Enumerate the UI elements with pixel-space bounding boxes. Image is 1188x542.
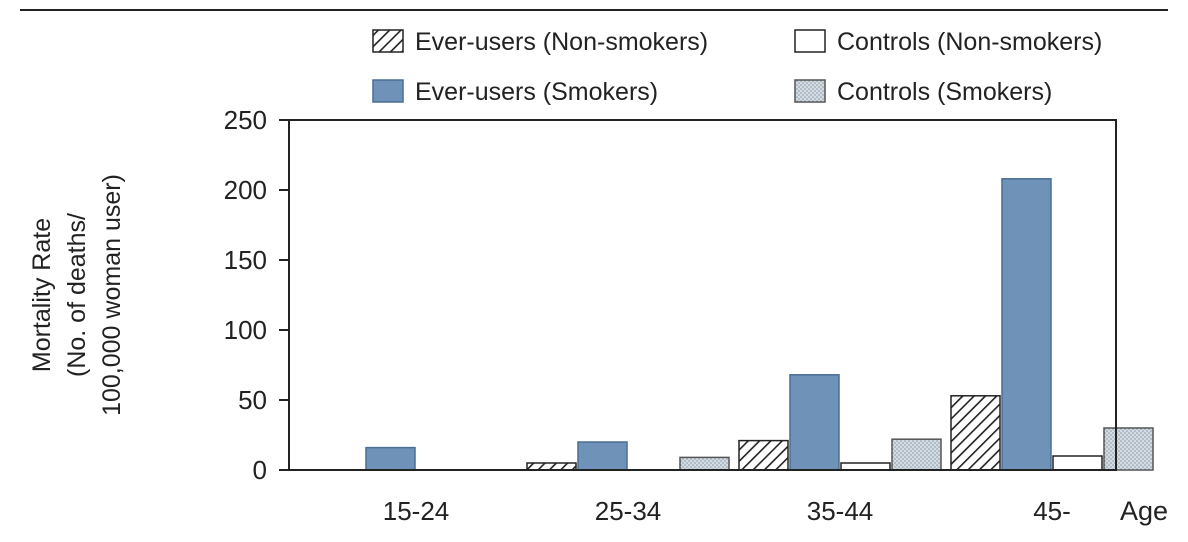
- y-tick-label: 50: [238, 385, 267, 415]
- x-tick-label: 45-: [1033, 496, 1071, 526]
- bar-controls-smokers-35-44: [891, 438, 942, 471]
- legend-swatch-ever-users-smokers: [372, 79, 404, 103]
- y-axis: 0 50 100 150 200 250: [224, 105, 289, 485]
- y-tick-label: 100: [224, 315, 267, 345]
- legend-swatch-ever-users-non-smokers: [372, 29, 404, 53]
- y-tick-label: 200: [224, 175, 267, 205]
- y-tick-label: 0: [253, 455, 267, 485]
- x-axis: 15-24 25-34 35-44 45-: [383, 496, 1071, 526]
- y-tick-label: 250: [224, 105, 267, 135]
- bar-ever-users-smokers-25-34: [577, 441, 628, 471]
- legend-label: Controls (Smokers): [837, 78, 1052, 106]
- legend-swatch-controls-non-smokers: [794, 29, 826, 53]
- bar-ever-users-smokers-15-24: [365, 446, 416, 471]
- bar-ever-users-non-smokers-25-34: [526, 462, 577, 471]
- y-tick-label: 150: [224, 245, 267, 275]
- bar-ever-users-non-smokers-45: [950, 395, 1001, 471]
- x-axis-title: Age: [1120, 496, 1168, 526]
- bar-controls-smokers-25-34: [679, 456, 730, 471]
- x-tick-label: 25-34: [595, 496, 662, 526]
- bar-controls-smokers-45: [1103, 427, 1154, 471]
- legend-label: Ever-users (Smokers): [415, 78, 658, 106]
- bar-ever-users-non-smokers-35-44: [738, 439, 789, 471]
- legend-label: Ever-users (Non-smokers): [415, 28, 708, 56]
- plot-frame: [288, 119, 1117, 471]
- x-tick-label: 35-44: [807, 496, 874, 526]
- y-axis-title-line: Mortality Rate: [28, 218, 56, 372]
- bar-controls-non-smokers-35-44: [840, 462, 891, 471]
- legend-label: Controls (Non-smokers): [837, 28, 1102, 56]
- y-axis-title-line: (No. of deaths/: [63, 213, 91, 377]
- y-axis-title: Mortality Rate (No. of deaths/100,000 wom…: [28, 174, 126, 416]
- x-tick-label: 15-24: [383, 496, 450, 526]
- bar-ever-users-smokers-45: [1001, 178, 1052, 471]
- y-axis-title-line: 100,000 woman user): [98, 174, 126, 416]
- legend: Ever-users (Non-smokers) Controls (Non-sm…: [372, 28, 1102, 106]
- legend-swatch-controls-smokers: [794, 79, 826, 103]
- bars: [365, 178, 1154, 471]
- bar-ever-users-smokers-35-44: [789, 374, 840, 471]
- bar-controls-non-smokers-45: [1052, 455, 1103, 471]
